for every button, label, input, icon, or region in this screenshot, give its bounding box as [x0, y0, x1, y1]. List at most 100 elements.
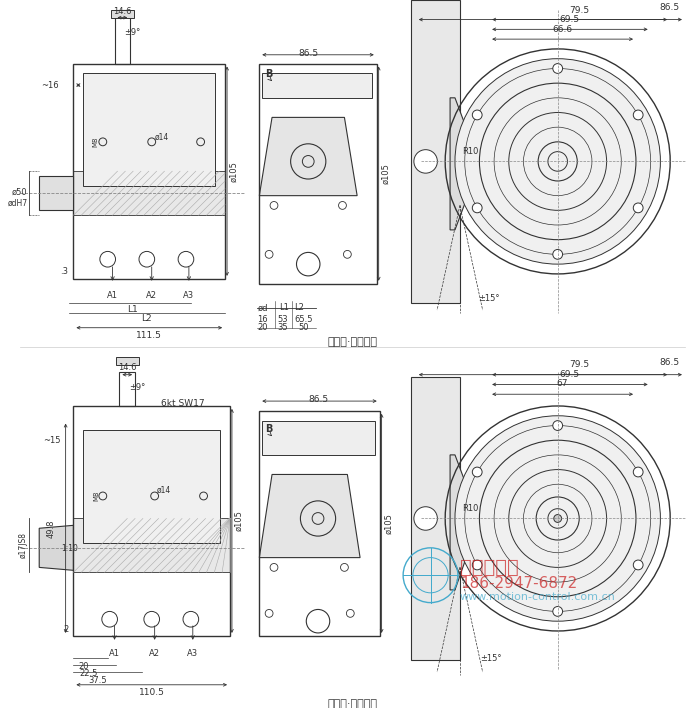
Bar: [111, 10, 134, 18]
Text: A1: A1: [107, 291, 118, 300]
Bar: [262, 74, 372, 98]
Circle shape: [634, 560, 643, 570]
Text: L2: L2: [295, 303, 304, 312]
Bar: [83, 74, 216, 186]
Bar: [39, 176, 74, 210]
Polygon shape: [259, 118, 357, 195]
Text: B: B: [265, 425, 272, 435]
Text: 16: 16: [257, 315, 267, 324]
Text: 69.5: 69.5: [559, 370, 580, 379]
Bar: [115, 10, 130, 64]
Text: M8: M8: [92, 137, 98, 147]
Text: 86.5: 86.5: [660, 358, 680, 367]
Text: ø105: ø105: [382, 163, 391, 183]
Bar: [259, 64, 377, 284]
Bar: [74, 406, 230, 636]
Circle shape: [455, 59, 660, 264]
Text: 37.5: 37.5: [89, 676, 107, 685]
Text: ø17JS8: ø17JS8: [18, 532, 27, 558]
Text: 西安德伍拓: 西安德伍拓: [460, 558, 519, 577]
Text: ø14: ø14: [157, 486, 171, 495]
Text: R10: R10: [462, 504, 479, 513]
Bar: [74, 64, 225, 279]
Text: ~15: ~15: [43, 435, 61, 445]
Circle shape: [455, 416, 660, 621]
Text: 111.5: 111.5: [136, 331, 162, 340]
Text: ø105: ø105: [229, 161, 238, 182]
Circle shape: [634, 203, 643, 213]
Circle shape: [414, 149, 438, 173]
Circle shape: [553, 64, 563, 74]
Text: 69.5: 69.5: [559, 16, 580, 25]
Polygon shape: [450, 98, 470, 230]
Text: A3: A3: [187, 649, 198, 658]
Text: 锥孔型·带端子盒: 锥孔型·带端子盒: [328, 700, 377, 708]
Text: 49.8: 49.8: [47, 519, 56, 537]
Text: 20: 20: [78, 662, 88, 671]
Polygon shape: [259, 474, 360, 558]
Text: L1: L1: [279, 303, 289, 312]
Text: L1: L1: [127, 304, 137, 314]
Text: A3: A3: [183, 291, 195, 300]
Circle shape: [634, 467, 643, 477]
Text: R10: R10: [462, 147, 479, 156]
Circle shape: [634, 110, 643, 120]
Text: 67: 67: [556, 379, 568, 389]
Text: 79.5: 79.5: [569, 360, 589, 369]
Text: A2: A2: [149, 649, 160, 658]
Text: ±9°: ±9°: [125, 28, 141, 37]
Text: ø105: ø105: [384, 513, 393, 534]
Bar: [120, 372, 135, 406]
Text: B: B: [265, 69, 272, 79]
Text: www.motion-control.com.cn: www.motion-control.com.cn: [460, 592, 616, 602]
Text: 86.5: 86.5: [308, 395, 328, 404]
Text: .3: .3: [61, 268, 69, 276]
Text: 53: 53: [277, 315, 288, 324]
Circle shape: [553, 249, 563, 259]
Text: 86.5: 86.5: [298, 49, 318, 58]
Text: ±9°: ±9°: [130, 383, 146, 392]
Text: 14.6: 14.6: [113, 7, 132, 16]
Text: 22.5: 22.5: [79, 669, 97, 678]
Text: 50: 50: [298, 323, 309, 332]
Text: 1:10: 1:10: [61, 544, 78, 554]
Text: 79.5: 79.5: [569, 6, 589, 15]
Text: A2: A2: [146, 291, 158, 300]
Text: 65.5: 65.5: [294, 315, 313, 324]
Text: 186-2947-6872: 186-2947-6872: [460, 576, 577, 590]
Circle shape: [554, 515, 561, 523]
Text: 2: 2: [63, 624, 69, 634]
Text: 14.6: 14.6: [118, 363, 136, 372]
Text: ødH7: ødH7: [7, 199, 27, 208]
Text: L2: L2: [141, 314, 152, 324]
Circle shape: [414, 507, 438, 530]
Text: 86.5: 86.5: [660, 3, 680, 12]
Polygon shape: [450, 455, 470, 590]
Bar: [411, 0, 460, 303]
Text: A1: A1: [109, 649, 120, 658]
Circle shape: [473, 203, 482, 213]
Text: ø105: ø105: [235, 510, 244, 531]
Text: ø14: ø14: [155, 132, 169, 142]
Polygon shape: [39, 525, 74, 571]
Circle shape: [473, 560, 482, 570]
Text: 110.5: 110.5: [139, 687, 164, 697]
Text: 66.6: 66.6: [552, 25, 573, 34]
Text: ø50: ø50: [12, 188, 27, 198]
Text: 盲孔型·带端子盒: 盲孔型·带端子盒: [328, 338, 377, 348]
Bar: [74, 518, 230, 572]
Text: 20: 20: [257, 323, 267, 332]
Bar: [74, 171, 225, 215]
Bar: [262, 421, 374, 455]
Circle shape: [473, 110, 482, 120]
Circle shape: [473, 467, 482, 477]
Text: 6kt SW17: 6kt SW17: [162, 399, 205, 408]
Bar: [259, 411, 379, 636]
Bar: [83, 430, 220, 543]
Bar: [116, 357, 139, 365]
Circle shape: [553, 607, 563, 616]
Text: ±15°: ±15°: [479, 294, 500, 303]
Text: ød: ød: [258, 303, 268, 312]
Bar: [411, 377, 460, 661]
Circle shape: [553, 421, 563, 430]
